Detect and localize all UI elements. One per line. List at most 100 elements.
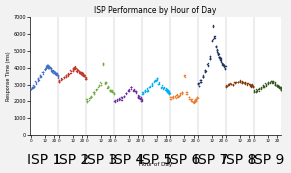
- Point: [32, 85, 36, 88]
- Point: [38, 74, 42, 76]
- Point: [45, 66, 50, 69]
- Point: [146, 89, 150, 92]
- Point: [192, 99, 197, 101]
- Point: [141, 91, 146, 93]
- Point: [87, 97, 91, 100]
- Point: [196, 82, 200, 85]
- Point: [47, 65, 52, 68]
- Point: [77, 69, 81, 72]
- Point: [257, 88, 262, 90]
- Point: [152, 81, 156, 83]
- Point: [72, 67, 77, 69]
- Point: [229, 83, 233, 85]
- Point: [78, 71, 83, 74]
- Point: [54, 74, 59, 76]
- Point: [278, 85, 282, 88]
- Point: [57, 78, 62, 81]
- Point: [220, 61, 225, 64]
- Point: [62, 75, 66, 78]
- Point: [51, 70, 56, 73]
- Point: [82, 75, 86, 77]
- Point: [228, 82, 233, 85]
- Point: [80, 72, 85, 75]
- Point: [231, 81, 236, 84]
- Point: [231, 84, 236, 86]
- Point: [113, 98, 117, 101]
- Point: [81, 75, 86, 78]
- Point: [109, 89, 113, 92]
- Point: [221, 63, 225, 66]
- Point: [254, 90, 259, 93]
- Point: [254, 90, 259, 92]
- Point: [71, 68, 75, 71]
- Point: [84, 78, 88, 81]
- Point: [94, 87, 99, 90]
- Point: [52, 71, 57, 74]
- Point: [248, 84, 253, 86]
- Point: [265, 82, 270, 85]
- Point: [62, 76, 66, 79]
- Point: [251, 85, 255, 88]
- Point: [136, 94, 140, 97]
- Point: [31, 86, 36, 89]
- Point: [248, 84, 253, 86]
- Point: [207, 56, 212, 59]
- Point: [78, 72, 82, 75]
- Point: [263, 84, 268, 86]
- Point: [52, 72, 57, 75]
- Point: [164, 90, 169, 93]
- Point: [199, 80, 203, 83]
- Point: [110, 91, 115, 94]
- Point: [221, 64, 226, 67]
- Point: [61, 75, 66, 78]
- Point: [147, 86, 152, 89]
- Point: [38, 75, 43, 78]
- Point: [251, 85, 255, 88]
- Point: [159, 86, 164, 88]
- Point: [129, 88, 134, 90]
- Point: [164, 88, 168, 90]
- Point: [182, 75, 186, 78]
- Point: [117, 98, 122, 100]
- Point: [138, 97, 143, 100]
- Point: [179, 92, 184, 95]
- Point: [124, 92, 129, 95]
- Point: [122, 94, 127, 97]
- Point: [131, 89, 136, 92]
- Point: [278, 88, 283, 90]
- Point: [256, 87, 261, 90]
- Point: [36, 79, 41, 81]
- Point: [48, 69, 53, 71]
- Point: [53, 72, 57, 75]
- Point: [198, 79, 203, 81]
- Point: [87, 98, 91, 101]
- Point: [65, 74, 70, 77]
- Point: [217, 56, 221, 58]
- Point: [258, 87, 263, 90]
- Point: [29, 85, 34, 88]
- Point: [203, 70, 207, 72]
- Point: [238, 80, 243, 83]
- Point: [180, 90, 184, 93]
- Point: [178, 93, 182, 95]
- Point: [254, 90, 259, 93]
- Point: [127, 89, 131, 92]
- Point: [105, 85, 110, 88]
- Point: [77, 70, 81, 72]
- Point: [72, 68, 76, 70]
- Point: [266, 81, 270, 84]
- Point: [98, 84, 103, 86]
- Point: [83, 76, 88, 78]
- Point: [268, 81, 272, 84]
- Point: [278, 89, 283, 91]
- Point: [189, 97, 194, 100]
- Point: [31, 83, 36, 86]
- Point: [247, 83, 252, 86]
- Point: [166, 90, 170, 93]
- Point: [150, 83, 154, 86]
- Point: [215, 52, 220, 55]
- Point: [211, 25, 216, 28]
- Point: [128, 86, 133, 89]
- Point: [226, 83, 231, 85]
- Point: [208, 57, 212, 60]
